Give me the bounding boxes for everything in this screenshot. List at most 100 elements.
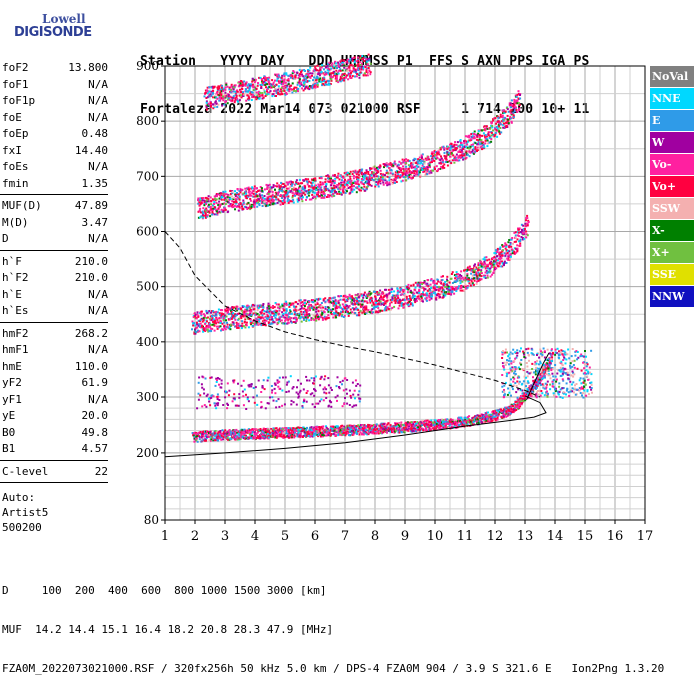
echo-point (323, 192, 325, 194)
echo-point (468, 282, 470, 284)
echo-point (301, 313, 303, 315)
echo-point (434, 424, 436, 426)
echo-point (436, 425, 438, 427)
echo-point (325, 306, 327, 308)
echo-point (205, 310, 207, 312)
echo-point (377, 305, 379, 307)
echo-point (196, 322, 198, 324)
echo-point (256, 206, 258, 208)
echo-point (339, 304, 341, 306)
echo-point (284, 309, 286, 311)
echo-point (300, 311, 302, 313)
echo-point (203, 317, 205, 319)
echo-point (551, 356, 553, 358)
echo-point (291, 322, 293, 324)
echo-point (277, 192, 279, 194)
echo-point (197, 198, 199, 200)
echo-point (349, 431, 351, 433)
echo-point (295, 306, 297, 308)
echo-point (223, 322, 225, 324)
echo-point (355, 294, 357, 296)
echo-point (300, 299, 302, 301)
echo-point (225, 319, 227, 321)
echo-point (269, 311, 271, 313)
echo-point (441, 287, 443, 289)
echo-point (214, 325, 216, 327)
echo-point (214, 433, 216, 435)
echo-point (262, 317, 264, 319)
echo-point (379, 290, 381, 292)
echo-point (363, 294, 365, 296)
echo-point (292, 192, 294, 194)
echo-point (438, 419, 440, 421)
echo-point (298, 199, 300, 201)
echo-point (282, 305, 284, 307)
echo-point (515, 241, 517, 243)
echo-point (385, 431, 387, 433)
echo-point (221, 309, 223, 311)
echo-point (282, 432, 284, 434)
echo-point (445, 291, 447, 293)
echo-point (474, 274, 476, 276)
echo-point (323, 197, 325, 199)
echo-point (431, 293, 433, 295)
echo-point (552, 352, 554, 354)
echo-point (302, 196, 304, 198)
echo-point (390, 424, 392, 426)
echo-point (226, 322, 228, 324)
echo-point (240, 317, 242, 319)
echo-point (334, 305, 336, 307)
echo-point (309, 315, 311, 317)
echo-point (368, 424, 370, 426)
echo-point (249, 191, 251, 193)
echo-point (348, 315, 350, 317)
echo-point (317, 303, 319, 305)
echo-point (456, 271, 458, 273)
echo-point (434, 280, 436, 282)
echo-point (305, 320, 307, 322)
echo-point (261, 312, 263, 314)
echo-point (269, 204, 271, 206)
echo-point (324, 195, 326, 197)
echo-point (418, 292, 420, 294)
echo-point (273, 199, 275, 201)
echo-point (358, 314, 360, 316)
echo-point (205, 440, 207, 442)
echo-point (281, 319, 283, 321)
echo-point (510, 243, 512, 245)
echo-point (227, 439, 229, 441)
echo-point (197, 311, 199, 313)
echo-point (349, 434, 351, 436)
echo-point (515, 406, 517, 408)
echo-point (510, 256, 512, 258)
echo-point (220, 320, 222, 322)
echo-point (296, 320, 298, 322)
echo-point (211, 214, 213, 216)
echo-point (264, 188, 266, 190)
echo-point (304, 302, 306, 304)
echo-point (218, 201, 220, 203)
echo-point (364, 292, 366, 294)
echo-point (506, 262, 508, 264)
echo-point (236, 206, 238, 208)
echo-point (236, 201, 238, 203)
echo-point (203, 197, 205, 199)
echo-point (352, 297, 354, 299)
echo-point (227, 211, 229, 213)
echo-point (272, 312, 274, 314)
echo-point (329, 432, 331, 434)
echo-point (202, 211, 204, 213)
echo-point (408, 287, 410, 289)
echo-point (282, 428, 284, 430)
echo-point (523, 231, 525, 233)
echo-point (206, 325, 208, 327)
echo-point (202, 433, 204, 435)
echo-point (335, 315, 337, 317)
echo-point (343, 299, 345, 301)
echo-point (266, 188, 268, 190)
echo-point (428, 297, 430, 299)
echo-point (293, 436, 295, 438)
echo-point (446, 418, 448, 420)
echo-point (325, 183, 327, 185)
echo-point (334, 174, 336, 176)
